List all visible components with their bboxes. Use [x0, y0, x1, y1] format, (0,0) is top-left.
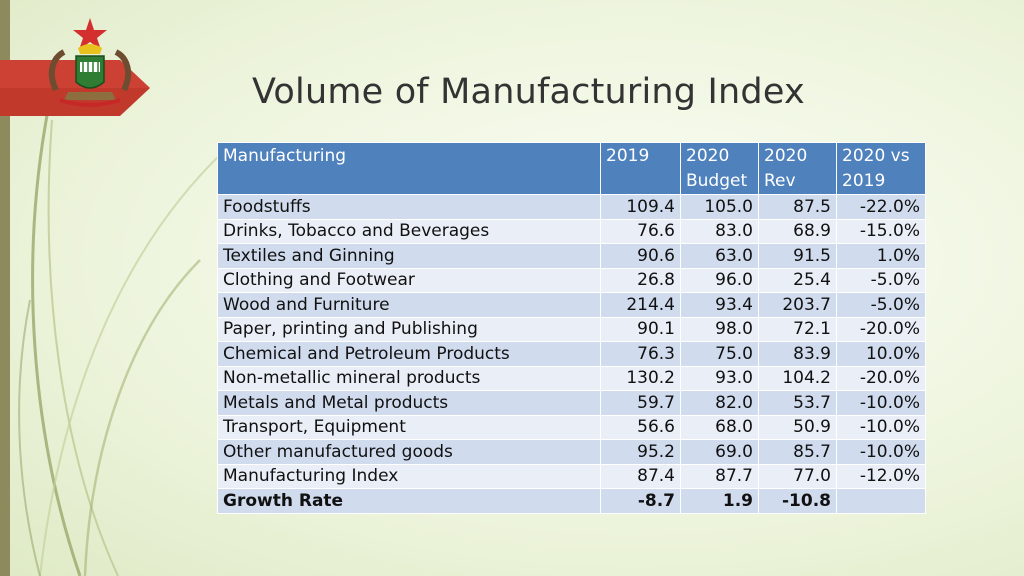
value-2019: 130.2 — [600, 365, 681, 391]
row-name: Drinks, Tobacco and Beverages — [217, 218, 601, 244]
value-2020-rev: -10.8 — [758, 488, 837, 514]
value-2020-rev: 104.2 — [758, 365, 837, 391]
value-2020-budget: 87.7 — [680, 463, 759, 489]
value-change: -20.0% — [836, 316, 926, 342]
value-change — [836, 488, 926, 514]
table-row: Non-metallic mineral products 130.2 93.0… — [217, 365, 926, 391]
value-2019: 87.4 — [600, 463, 681, 489]
table-row: Paper, printing and Publishing 90.1 98.0… — [217, 316, 926, 342]
value-2019: 109.4 — [600, 194, 681, 220]
row-name: Textiles and Ginning — [217, 243, 601, 269]
value-2019: 76.6 — [600, 218, 681, 244]
value-2019: 95.2 — [600, 439, 681, 465]
value-2020-budget: 68.0 — [680, 414, 759, 440]
value-2020-budget: 93.0 — [680, 365, 759, 391]
row-name: Foodstuffs — [217, 194, 601, 220]
table-row: Other manufactured goods 95.2 69.0 85.7 … — [217, 439, 926, 465]
row-name: Non-metallic mineral products — [217, 365, 601, 391]
value-change: -20.0% — [836, 365, 926, 391]
header-2020-vs-2019: 2020 vs 2019 — [836, 142, 926, 195]
row-name: Paper, printing and Publishing — [217, 316, 601, 342]
table-row: Wood and Furniture 214.4 93.4 203.7 -5.0… — [217, 292, 926, 318]
value-2020-budget: 63.0 — [680, 243, 759, 269]
value-2020-budget: 98.0 — [680, 316, 759, 342]
header-manufacturing: Manufacturing — [217, 142, 601, 195]
value-2020-budget: 83.0 — [680, 218, 759, 244]
value-change: -10.0% — [836, 390, 926, 416]
value-2020-rev: 87.5 — [758, 194, 837, 220]
row-name: Manufacturing Index — [217, 463, 601, 489]
header-2020-rev: 2020 Rev — [758, 142, 837, 195]
value-2020-rev: 83.9 — [758, 341, 837, 367]
slide-title: Volume of Manufacturing Index — [252, 72, 805, 112]
value-2020-budget: 96.0 — [680, 267, 759, 293]
value-2020-rev: 91.5 — [758, 243, 837, 269]
manufacturing-index-table: Manufacturing 2019 2020 Budget 2020 Rev 20… — [217, 142, 926, 514]
value-change: -12.0% — [836, 463, 926, 489]
table-row: Manufacturing Index 87.4 87.7 77.0 -12.0… — [217, 463, 926, 489]
decorative-swirl-lines — [18, 109, 226, 576]
value-change: -5.0% — [836, 292, 926, 318]
table-row: Textiles and Ginning 90.6 63.0 91.5 1.0% — [217, 243, 926, 269]
value-change: -10.0% — [836, 439, 926, 465]
value-2020-budget: 69.0 — [680, 439, 759, 465]
growth-rate-row: Growth Rate -8.7 1.9 -10.8 — [217, 488, 926, 514]
value-2020-budget: 82.0 — [680, 390, 759, 416]
value-2019: 90.1 — [600, 316, 681, 342]
table-row: Metals and Metal products 59.7 82.0 53.7… — [217, 390, 926, 416]
left-accent-bar — [0, 0, 10, 576]
table-row: Foodstuffs 109.4 105.0 87.5 -22.0% — [217, 194, 926, 220]
value-2020-rev: 72.1 — [758, 316, 837, 342]
value-2019: 214.4 — [600, 292, 681, 318]
value-change: -15.0% — [836, 218, 926, 244]
header-2020-budget: 2020 Budget — [680, 142, 759, 195]
value-2020-budget: 1.9 — [680, 488, 759, 514]
value-2019: 56.6 — [600, 414, 681, 440]
row-name: Clothing and Footwear — [217, 267, 601, 293]
value-2019: 59.7 — [600, 390, 681, 416]
value-2020-rev: 77.0 — [758, 463, 837, 489]
table-row: Transport, Equipment 56.6 68.0 50.9 -10.… — [217, 414, 926, 440]
table-header-row: Manufacturing 2019 2020 Budget 2020 Rev 20… — [217, 142, 926, 195]
value-change: -22.0% — [836, 194, 926, 220]
row-name: Other manufactured goods — [217, 439, 601, 465]
zimbabwe-coat-of-arms-icon — [48, 18, 132, 107]
value-2020-budget: 93.4 — [680, 292, 759, 318]
value-change: -10.0% — [836, 414, 926, 440]
value-2020-budget: 75.0 — [680, 341, 759, 367]
value-2020-rev: 68.9 — [758, 218, 837, 244]
value-2019: 90.6 — [600, 243, 681, 269]
table-row: Drinks, Tobacco and Beverages 76.6 83.0 … — [217, 218, 926, 244]
row-name: Transport, Equipment — [217, 414, 601, 440]
value-2019: 26.8 — [600, 267, 681, 293]
value-2020-rev: 50.9 — [758, 414, 837, 440]
value-2020-budget: 105.0 — [680, 194, 759, 220]
header-2019: 2019 — [600, 142, 681, 195]
value-2019: 76.3 — [600, 341, 681, 367]
value-2020-rev: 203.7 — [758, 292, 837, 318]
value-change: 1.0% — [836, 243, 926, 269]
row-name: Growth Rate — [217, 488, 601, 514]
value-2020-rev: 85.7 — [758, 439, 837, 465]
value-change: -5.0% — [836, 267, 926, 293]
value-2020-rev: 53.7 — [758, 390, 837, 416]
value-change: 10.0% — [836, 341, 926, 367]
row-name: Chemical and Petroleum Products — [217, 341, 601, 367]
value-2019: -8.7 — [600, 488, 681, 514]
table-row: Clothing and Footwear 26.8 96.0 25.4 -5.… — [217, 267, 926, 293]
value-2020-rev: 25.4 — [758, 267, 837, 293]
table-row: Chemical and Petroleum Products 76.3 75.… — [217, 341, 926, 367]
row-name: Metals and Metal products — [217, 390, 601, 416]
row-name: Wood and Furniture — [217, 292, 601, 318]
